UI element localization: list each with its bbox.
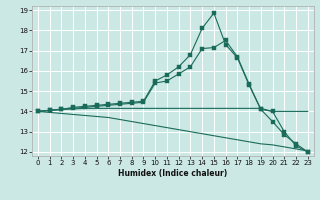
X-axis label: Humidex (Indice chaleur): Humidex (Indice chaleur): [118, 169, 228, 178]
